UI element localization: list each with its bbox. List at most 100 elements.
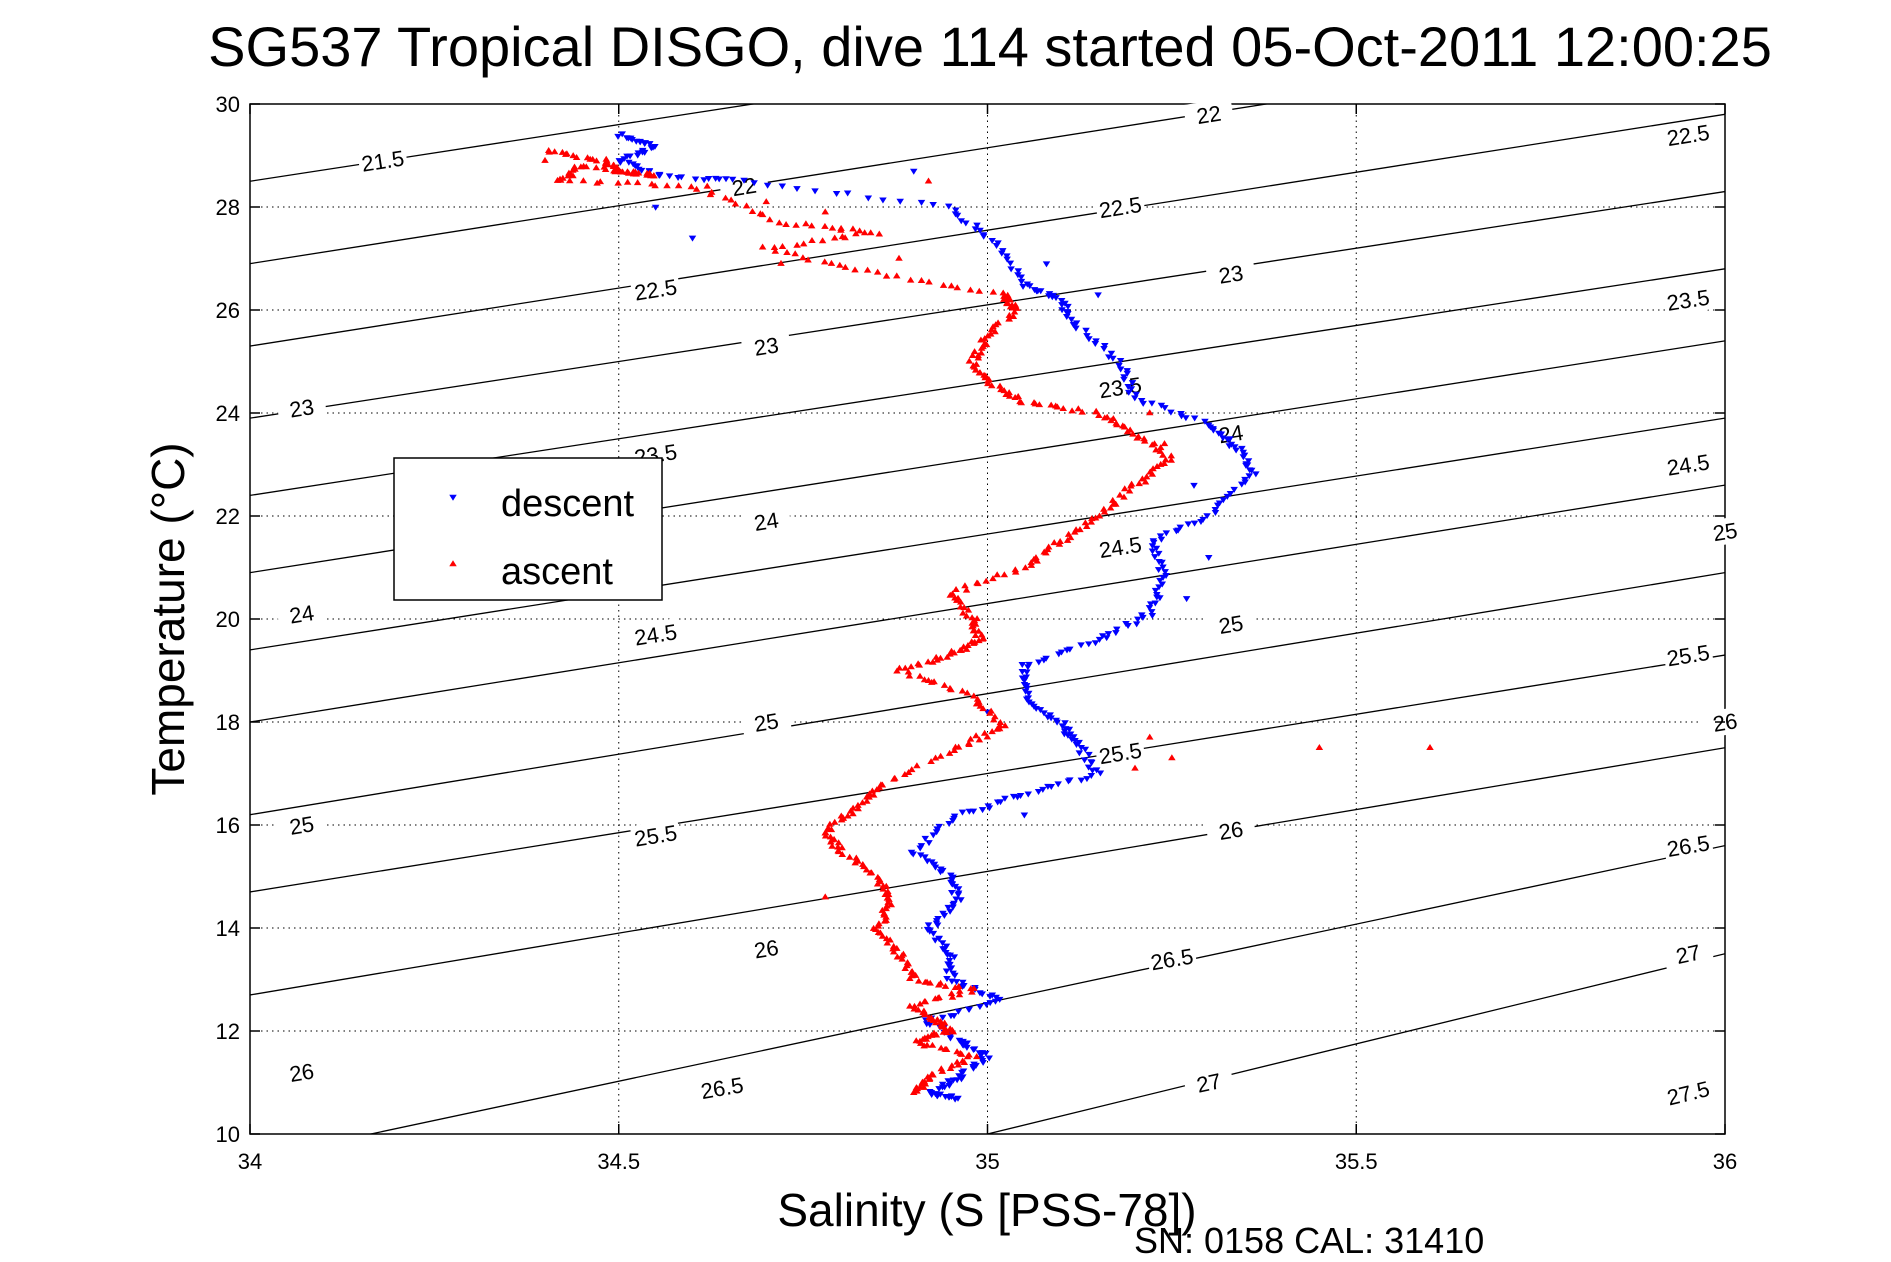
data-point bbox=[1022, 696, 1031, 703]
data-point bbox=[977, 349, 985, 356]
contour-label-group: 25.5 bbox=[629, 818, 682, 853]
data-point bbox=[1149, 465, 1157, 472]
data-point bbox=[614, 179, 622, 186]
data-point bbox=[978, 991, 986, 998]
data-point bbox=[1107, 417, 1115, 424]
data-point bbox=[979, 233, 988, 240]
data-point bbox=[909, 851, 917, 858]
contour-label-gap bbox=[1205, 607, 1257, 641]
data-point bbox=[821, 222, 829, 229]
data-point bbox=[1154, 567, 1163, 574]
data-point bbox=[969, 622, 977, 629]
data-point bbox=[1055, 540, 1064, 547]
data-point bbox=[957, 897, 965, 904]
data-point bbox=[932, 1031, 941, 1038]
contour-label-gap bbox=[1662, 283, 1714, 317]
x-tick-label: 35 bbox=[975, 1149, 999, 1174]
data-point bbox=[983, 733, 992, 740]
data-point bbox=[1064, 311, 1072, 318]
data-point bbox=[1145, 605, 1154, 612]
data-point bbox=[944, 904, 952, 911]
data-point bbox=[939, 946, 947, 953]
data-point bbox=[947, 686, 955, 693]
contour-label-gap bbox=[629, 617, 682, 652]
data-point bbox=[1014, 268, 1023, 275]
data-point bbox=[984, 332, 992, 339]
data-point bbox=[1113, 626, 1121, 633]
data-point bbox=[982, 341, 991, 348]
data-point bbox=[1026, 283, 1034, 290]
legend: descent ascent bbox=[393, 457, 663, 601]
data-point bbox=[827, 259, 836, 266]
data-point bbox=[1201, 418, 1209, 425]
contour-label: 26 bbox=[288, 1058, 316, 1087]
data-point bbox=[1059, 405, 1068, 412]
data-point bbox=[1083, 333, 1091, 340]
data-point bbox=[1003, 300, 1011, 307]
data-point bbox=[849, 810, 857, 817]
data-point bbox=[824, 825, 832, 832]
data-point bbox=[957, 646, 966, 653]
data-point bbox=[993, 725, 1001, 732]
data-point bbox=[775, 219, 784, 226]
data-point bbox=[1096, 770, 1105, 777]
contour-line bbox=[250, 104, 758, 182]
data-point bbox=[1120, 485, 1129, 492]
data-point bbox=[945, 203, 953, 210]
data-point bbox=[830, 234, 839, 241]
data-point bbox=[916, 845, 924, 852]
contour-label-gap bbox=[1205, 813, 1257, 847]
data-point bbox=[1052, 295, 1060, 302]
contour-label-gap bbox=[1699, 514, 1751, 549]
data-point bbox=[1063, 647, 1071, 654]
contour-label-gap bbox=[740, 705, 793, 739]
contour-label: 24 bbox=[752, 507, 780, 535]
data-point bbox=[1172, 528, 1181, 535]
data-point bbox=[978, 807, 987, 814]
data-point bbox=[1159, 574, 1167, 581]
data-point bbox=[1155, 550, 1163, 557]
data-point bbox=[633, 152, 642, 159]
data-point bbox=[866, 229, 875, 236]
data-point bbox=[758, 243, 767, 250]
data-point bbox=[827, 838, 835, 845]
data-point bbox=[1132, 621, 1141, 628]
data-point bbox=[778, 183, 787, 190]
data-point bbox=[946, 1065, 955, 1072]
contour-label-gap bbox=[1183, 97, 1235, 131]
contour-label: 22 bbox=[1195, 101, 1223, 129]
data-point bbox=[1123, 428, 1132, 435]
data-point bbox=[1203, 513, 1211, 520]
data-point bbox=[1138, 475, 1147, 482]
data-point bbox=[979, 705, 987, 712]
contour-label: 23 bbox=[288, 394, 316, 422]
data-point bbox=[1035, 659, 1043, 666]
data-point bbox=[1101, 414, 1109, 421]
data-point bbox=[924, 658, 932, 665]
data-point bbox=[959, 609, 967, 616]
data-point bbox=[1128, 380, 1137, 387]
data-point bbox=[910, 1089, 918, 1096]
data-point bbox=[1225, 443, 1233, 450]
data-point bbox=[1231, 444, 1239, 451]
data-point bbox=[843, 190, 852, 197]
data-point bbox=[1034, 789, 1043, 796]
data-point bbox=[1067, 316, 1076, 323]
data-point bbox=[1205, 554, 1213, 561]
data-point bbox=[1036, 707, 1045, 714]
data-point bbox=[623, 168, 631, 175]
contour-label-group: 26 bbox=[275, 1055, 328, 1089]
data-point bbox=[916, 672, 924, 679]
data-point bbox=[1211, 507, 1220, 514]
data-point bbox=[820, 258, 829, 265]
data-point bbox=[985, 1055, 993, 1062]
contour-label: 27 bbox=[1674, 939, 1703, 969]
data-point bbox=[939, 1028, 948, 1035]
data-point bbox=[936, 869, 945, 876]
data-point bbox=[949, 904, 957, 911]
data-point bbox=[952, 896, 960, 903]
data-point bbox=[986, 993, 994, 1000]
contour-label-group: 22.5 bbox=[1094, 190, 1146, 224]
data-point bbox=[935, 1086, 943, 1093]
data-point bbox=[604, 161, 612, 168]
